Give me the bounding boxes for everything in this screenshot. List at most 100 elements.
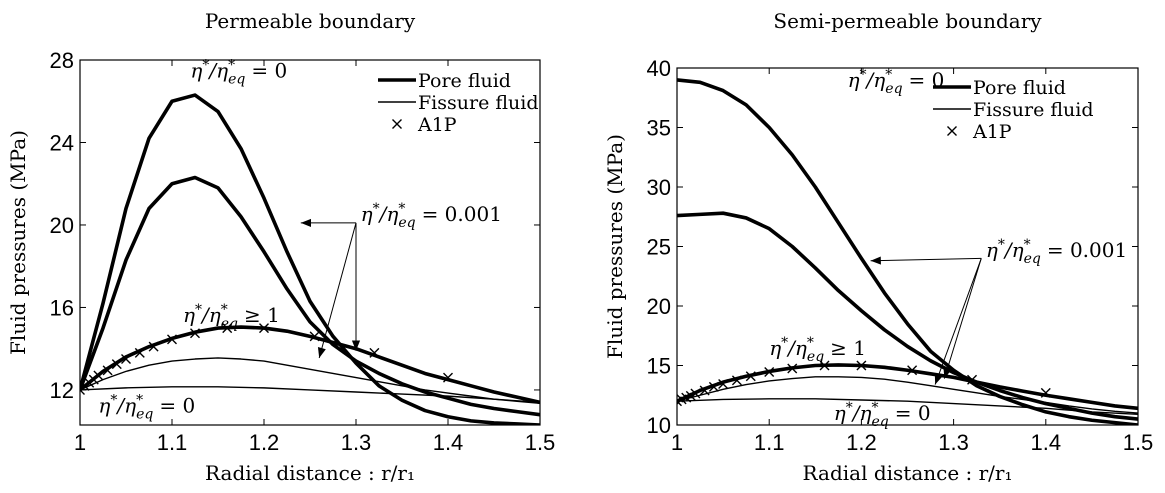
x-tick-label: 1.5 [1123,430,1154,455]
y-tick-label: 15 [647,354,671,379]
a1p-marker [102,365,113,376]
y-tick-label: 20 [647,294,671,319]
annotation-arrow [943,258,982,379]
annotation-eta-ratio: η*/η* eq ≥ 1 [183,302,280,332]
x-tick-label: 1 [671,430,683,455]
y-tick-label: 25 [647,235,671,260]
a1p-marker [787,363,798,374]
a1p-marker [764,367,775,378]
series-line-pore [80,175,540,417]
chart-title: Permeable boundary [205,9,416,33]
series-line-fissure [80,357,540,405]
series-line-fissure [677,376,1138,414]
y-axis-label: Fluid pressures (MPa) [6,130,30,355]
x-tick-label: 1.5 [525,430,556,455]
a1p-marker [369,347,380,358]
a1p-marker [731,375,742,386]
x-tick-label: 1.4 [433,430,464,455]
legend-marker-a1p [392,119,402,129]
a1p-marker [111,359,122,370]
legend-label: Fissure fluid [418,92,539,114]
series-line-pore [677,78,1138,425]
annotation-eta-ratio: η*/η* eq = 0.001 [361,201,502,231]
axes-frame [79,59,541,426]
a1p-marker [685,390,696,401]
x-axis-label: Radial distance : r/r₁ [803,461,1013,485]
y-tick-label: 30 [647,175,671,200]
legend-label: Pore fluid [973,77,1066,99]
a1p-marker [148,341,159,352]
annotation-eta-ratio: η*/η* eq = 0.001 [986,237,1127,267]
a1p-marker [134,347,145,358]
a1p-marker [309,331,320,342]
legend-label: Pore fluid [418,70,511,92]
x-axis-label: Radial distance : r/r₁ [205,461,415,485]
annotation-arrowhead [351,340,361,351]
chart-permeable-boundary: Permeable boundary 1 1.1 1.2 1.3 1.4 1.5 12 16 20… [6,9,555,485]
series-group [80,93,540,425]
a1p-marker [819,360,830,371]
series-line-pore [677,363,1138,411]
a1p-marker [167,334,177,345]
series-line-pore [80,93,540,425]
series-a1p [80,323,453,395]
annotation-arrowhead [870,256,881,265]
annotation-arrow [870,257,982,262]
a1p-marker [745,371,756,382]
a1p-marker [856,360,867,371]
a1p-marker [699,385,710,396]
annotation-arrowhead [943,367,952,379]
a1p-marker [222,323,233,334]
y-tick-label: 35 [647,116,671,141]
series-line-fissure [80,386,540,404]
a1p-marker [190,328,200,339]
annotation-arrowhead [300,218,312,227]
annotation-eta-ratio: η*/η* eq = 0 [848,67,945,97]
annotation-arrow [934,258,982,385]
x-tick-label: 1 [74,430,86,455]
annotation-eta-ratio: η*/η* eq = 0 [834,400,931,430]
series-group [677,78,1138,425]
y-tick-label: 40 [647,56,671,81]
annotation-arrowhead [317,347,326,358]
a1p-marker [80,380,90,391]
y-tick-label: 16 [50,295,74,320]
y-tick-label: 10 [647,413,671,438]
a1p-marker [443,372,453,383]
y-tick-label: 28 [50,48,74,73]
legend-marker-a1p [947,126,957,136]
a1p-marker [121,354,131,365]
a1p-marker [1040,387,1051,398]
a1p-marker [718,378,729,389]
annotation-arrowhead [934,373,943,385]
annotation-eta-ratio: η*/η* eq = 0 [190,58,287,88]
legend-label: Fissure fluid [973,99,1094,121]
annotation-eta-ratio: η*/η* eq = 0 [98,393,195,423]
a1p-marker [259,323,269,334]
annotation-arrow [318,222,357,359]
chart-title: Semi-permeable boundary [773,9,1042,33]
legend-label: A1P [417,114,457,136]
series-a1p [677,360,1051,407]
x-tick-label: 1.1 [754,430,785,455]
x-tick-label: 1.2 [846,430,877,455]
y-tick-label: 24 [50,130,74,155]
y-tick-label: 20 [50,213,74,238]
series-line-pore [677,211,1138,421]
annotation-eta-ratio: η*/η* eq ≥ 1 [769,335,866,365]
x-tick-label: 1.1 [157,430,188,455]
series-line-fissure [677,398,1138,415]
x-tick-label: 1.4 [1031,430,1062,455]
a1p-marker [708,381,719,392]
a1p-marker [84,377,95,388]
a1p-marker [93,370,104,381]
y-tick-label: 12 [50,378,74,403]
legend-label: A1P [972,121,1012,143]
y-axis-label: Fluid pressures (MPa) [603,134,627,359]
a1p-marker [967,374,978,385]
a1p-marker [907,365,918,376]
a1p-marker [690,388,701,399]
